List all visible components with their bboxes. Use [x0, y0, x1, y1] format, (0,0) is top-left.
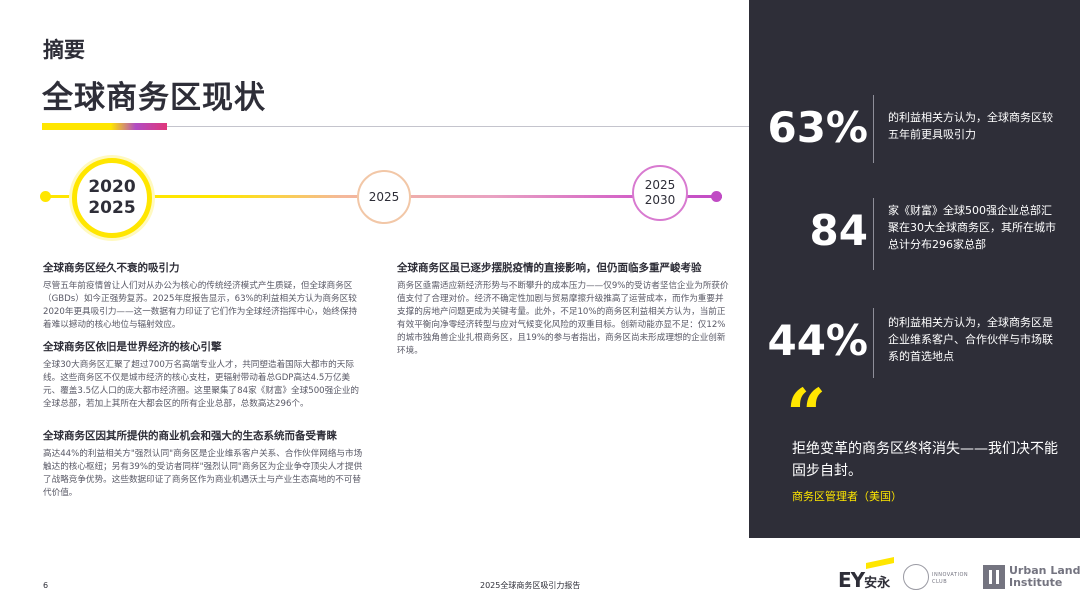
stat-description: 的利益相关方认为，全球商务区是企业维系客户、合作伙伴与市场联系的首选地点 [888, 316, 1053, 363]
timeline-segment-future [342, 195, 722, 198]
section-label: 摘要 [43, 38, 85, 62]
stat-divider [873, 95, 874, 163]
title-divider [167, 126, 757, 127]
timeline-milestone-middle: 2025 [357, 170, 411, 224]
timeline-start-dot [40, 191, 51, 202]
page-number: 6 [43, 581, 49, 590]
block-body: 尽管五年前疫情曾让人们对从办公为核心的传统经济模式产生质疑，但全球商务区（GBD… [43, 281, 358, 330]
timeline-segment-past [42, 195, 342, 198]
page-title: 全球商务区现状 [42, 80, 266, 116]
block-heading: 全球商务区虽已逐步摆脱疫情的直接影响，但仍面临多重严峻考验 [397, 262, 702, 274]
timeline-milestone-future: 2025 2030 [632, 165, 688, 221]
ey-logo: EY安永 [838, 557, 896, 594]
stat-description: 的利益相关方认为，全球商务区较五年前更具吸引力 [888, 111, 1053, 141]
text-block-ecosystem: 全球商务区因其所提供的商业机会和强大的生态系统而备受青睐 高达44%的利益相关方… [43, 429, 363, 500]
block-body: 全球30大商务区汇聚了超过700万名高端专业人才，共同塑造着国际大都市的天际线。… [43, 360, 360, 409]
block-heading: 全球商务区依旧是世界经济的核心引擎 [43, 341, 222, 353]
uli-emblem-icon [983, 565, 1005, 589]
innovation-club-logo: INNOVATION CLUB [903, 564, 975, 594]
quote-mark-icon: “ [786, 373, 827, 456]
milestone-year-top: 2025 [644, 178, 676, 192]
block-body: 商务区亟需适应新经济形势与不断攀升的成本压力——仅9%的受访者坚信企业为所获价值… [397, 281, 729, 356]
block-heading: 全球商务区因其所提供的商业机会和强大的生态系统而备受青睐 [43, 430, 337, 442]
text-block-economic-engine: 全球商务区依旧是世界经济的核心引擎 全球30大商务区汇聚了超过700万名高端专业… [43, 340, 363, 411]
block-heading: 全球商务区经久不衰的吸引力 [43, 262, 180, 274]
innovation-club-emblem-icon [903, 564, 929, 590]
stat-description: 家《财富》全球500强企业总部汇聚在30大全球商务区，其所在城市总计分布296家… [888, 204, 1056, 251]
milestone-year: 2025 [368, 190, 400, 204]
stat-divider [873, 308, 874, 378]
quote-source: 商务区管理者（美国） [792, 490, 902, 503]
uli-logo-text: Urban Land Institute [1009, 564, 1080, 589]
timeline-milestone-current: 2020 2025 [72, 158, 152, 238]
text-block-attractiveness: 全球商务区经久不衰的吸引力 尽管五年前疫情曾让人们对从办公为核心的传统经济模式产… [43, 261, 363, 332]
ey-logo-text: EY安永 [838, 568, 891, 592]
block-body: 高达44%的利益相关方"强烈认同"商务区是企业维系客户关系、合作伙伴网络与市场触… [43, 449, 363, 498]
uli-logo: Urban Land Institute [983, 565, 1080, 595]
stat-value: 84 [809, 206, 868, 255]
milestone-year-bottom: 2030 [644, 193, 676, 207]
stat-divider [873, 198, 874, 270]
footer-report-title: 2025全球商务区吸引力报告 [480, 581, 581, 590]
stat-value: 63% [767, 103, 868, 152]
quote-text: 拒绝变革的商务区终将消失——我们决不能固步自封。 [792, 441, 1058, 479]
milestone-year-top: 2020 [88, 177, 136, 197]
timeline-end-dot [711, 191, 722, 202]
stat-value: 44% [767, 316, 868, 365]
innovation-club-text: INNOVATION CLUB [932, 572, 969, 585]
milestone-year-bottom: 2025 [88, 198, 136, 218]
stats-panel: 63% 的利益相关方认为，全球商务区较五年前更具吸引力 84 家《财富》全球50… [749, 0, 1080, 538]
title-accent-bar [42, 123, 167, 130]
text-block-challenges: 全球商务区虽已逐步摆脱疫情的直接影响，但仍面临多重严峻考验 商务区亟需适应新经济… [397, 261, 732, 358]
